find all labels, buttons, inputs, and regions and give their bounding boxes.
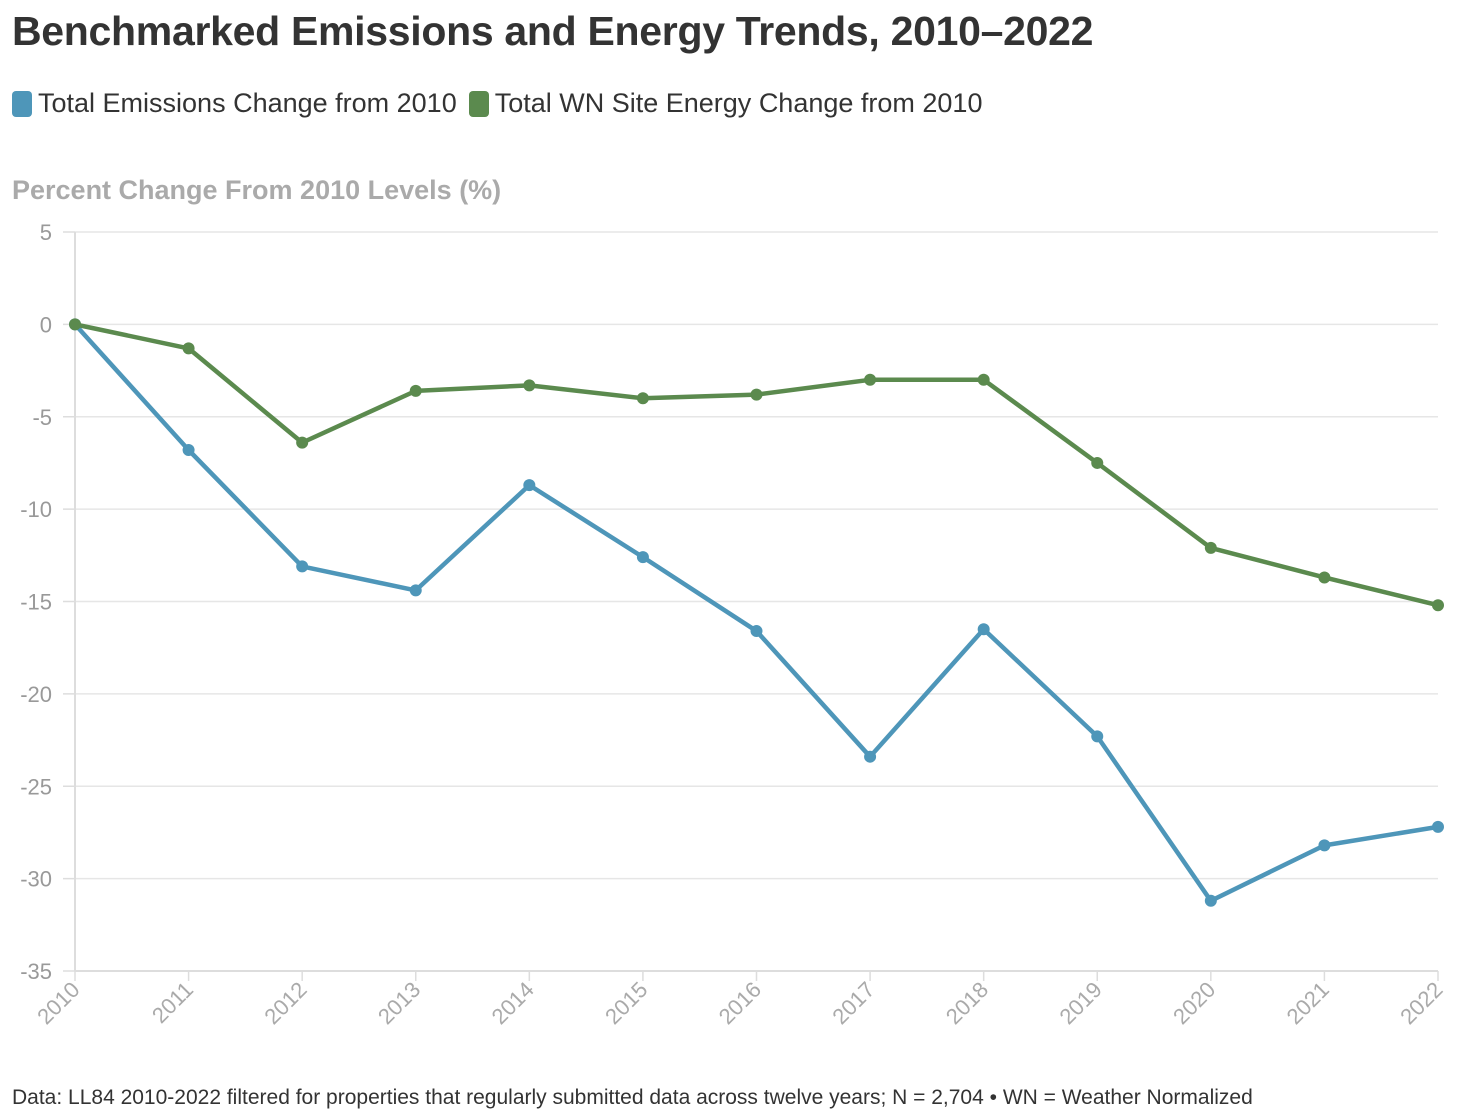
x-tick-label: 2015 [600, 977, 652, 1029]
x-tick-label: 2021 [1282, 977, 1334, 1029]
data-point[interactable] [409, 384, 422, 397]
y-tick-label: -15 [20, 590, 52, 615]
y-tick-label: 0 [40, 312, 52, 337]
legend: Total Emissions Change from 2010 Total W… [12, 88, 994, 119]
y-tick-label: -30 [20, 867, 52, 892]
legend-swatch-energy [468, 90, 489, 117]
x-tick-label: 2019 [1054, 977, 1106, 1029]
y-tick-label: -25 [20, 774, 52, 799]
legend-label-emissions: Total Emissions Change from 2010 [38, 88, 457, 118]
x-tick-label: 2010 [32, 977, 84, 1029]
data-point[interactable] [1318, 571, 1331, 584]
data-point[interactable] [636, 392, 649, 405]
data-point[interactable] [636, 551, 649, 564]
data-point[interactable] [1204, 894, 1217, 907]
x-tick-label: 2012 [259, 977, 311, 1029]
data-point[interactable] [1204, 541, 1217, 554]
data-point[interactable] [977, 373, 990, 386]
x-tick-label: 2018 [941, 977, 993, 1029]
y-tick-label: -35 [20, 959, 52, 984]
x-tick-label: 2017 [827, 977, 879, 1029]
y-tick-label: -20 [20, 682, 52, 707]
data-point[interactable] [69, 318, 81, 331]
y-tick-label: 5 [40, 220, 52, 245]
x-tick-label: 2014 [487, 977, 539, 1029]
y-axis-title: Percent Change From 2010 Levels (%) [12, 175, 501, 205]
data-point[interactable] [750, 625, 763, 638]
data-point[interactable] [1432, 820, 1444, 833]
data-point[interactable] [296, 560, 309, 573]
y-tick-label: -10 [20, 497, 52, 522]
x-tick-label: 2013 [373, 977, 425, 1029]
x-tick-label: 2016 [714, 977, 766, 1029]
chart-title: Benchmarked Emissions and Energy Trends,… [12, 8, 1094, 54]
data-point[interactable] [523, 379, 536, 392]
x-tick-label: 2022 [1395, 977, 1447, 1029]
data-point[interactable] [182, 342, 195, 355]
data-point[interactable] [750, 388, 763, 401]
data-point[interactable] [409, 584, 422, 597]
data-point[interactable] [1432, 599, 1444, 612]
data-point[interactable] [977, 623, 990, 636]
footer-note: Data: LL84 2010-2022 filtered for proper… [12, 1086, 1253, 1109]
data-point[interactable] [864, 750, 877, 763]
x-tick-label: 2020 [1168, 977, 1220, 1029]
data-point[interactable] [523, 479, 536, 492]
data-point[interactable] [182, 444, 195, 457]
series-line-0 [72, 322, 1441, 904]
data-point[interactable] [1091, 456, 1104, 469]
data-point[interactable] [1091, 730, 1104, 743]
legend-item-energy[interactable]: Total WN Site Energy Change from 2010 [468, 88, 983, 119]
x-tick-label: 2011 [147, 977, 198, 1028]
legend-label-energy: Total WN Site Energy Change from 2010 [494, 88, 983, 118]
legend-item-emissions[interactable]: Total Emissions Change from 2010 [12, 88, 457, 119]
data-point[interactable] [1318, 839, 1331, 852]
y-tick-label: -5 [32, 405, 52, 430]
series-line-1 [72, 322, 1441, 608]
line-chart: Percent Change From 2010 Levels (%) 5 0 -5… [12, 175, 1448, 1029]
data-point[interactable] [864, 373, 877, 386]
legend-swatch-emissions [12, 90, 32, 117]
data-point[interactable] [296, 436, 309, 449]
